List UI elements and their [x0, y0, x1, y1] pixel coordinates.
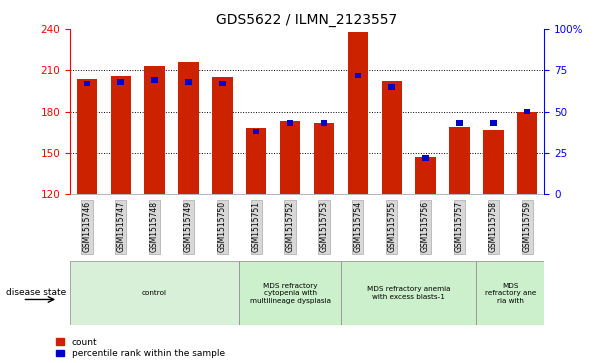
Bar [314, 123, 334, 194]
Bar [240, 261, 341, 325]
Bar [415, 157, 436, 194]
Bar [84, 81, 90, 86]
Text: GSM1515748: GSM1515748 [150, 201, 159, 252]
Bar [145, 66, 165, 194]
Bar [341, 261, 477, 325]
Text: GSM1515752: GSM1515752 [286, 201, 295, 252]
Text: GSM1515758: GSM1515758 [489, 201, 498, 252]
Text: disease state: disease state [6, 288, 66, 297]
Bar [280, 121, 300, 194]
Bar [185, 79, 192, 85]
Text: GSM1515757: GSM1515757 [455, 201, 464, 252]
Text: GSM1515756: GSM1515756 [421, 201, 430, 252]
Bar [348, 32, 368, 194]
Bar [354, 73, 361, 78]
Bar [477, 261, 544, 325]
Bar [151, 77, 158, 83]
Bar [117, 79, 124, 85]
Text: GSM1515751: GSM1515751 [252, 201, 261, 252]
Bar [178, 62, 199, 194]
Text: MDS refractory anemia
with excess blasts-1: MDS refractory anemia with excess blasts… [367, 286, 451, 300]
Bar [456, 121, 463, 126]
Text: GSM1515754: GSM1515754 [353, 201, 362, 252]
Bar [517, 111, 537, 194]
Text: GSM1515747: GSM1515747 [116, 201, 125, 252]
Text: MDS
refractory ane
ria with: MDS refractory ane ria with [485, 283, 536, 303]
Bar [70, 261, 240, 325]
Title: GDS5622 / ILMN_2123557: GDS5622 / ILMN_2123557 [216, 13, 398, 26]
Text: control: control [142, 290, 167, 296]
Text: GSM1515750: GSM1515750 [218, 201, 227, 252]
Text: GSM1515755: GSM1515755 [387, 201, 396, 252]
Bar [382, 81, 402, 194]
Bar [483, 130, 503, 194]
Bar [219, 81, 226, 86]
Bar [449, 127, 469, 194]
Text: GSM1515753: GSM1515753 [319, 201, 328, 252]
Bar [77, 78, 97, 194]
Bar [287, 121, 293, 126]
Bar [524, 109, 530, 114]
Bar [111, 76, 131, 194]
Text: MDS refractory
cytopenia with
multilineage dysplasia: MDS refractory cytopenia with multilinea… [250, 283, 331, 303]
Legend: count, percentile rank within the sample: count, percentile rank within the sample [56, 338, 225, 359]
Bar [212, 77, 232, 194]
Text: GSM1515759: GSM1515759 [523, 201, 532, 252]
Text: GSM1515746: GSM1515746 [82, 201, 91, 252]
Text: GSM1515749: GSM1515749 [184, 201, 193, 252]
Bar [490, 121, 497, 126]
Bar [389, 84, 395, 90]
Bar [253, 129, 260, 134]
Bar [246, 128, 266, 194]
Bar [321, 121, 327, 126]
Bar [423, 155, 429, 160]
